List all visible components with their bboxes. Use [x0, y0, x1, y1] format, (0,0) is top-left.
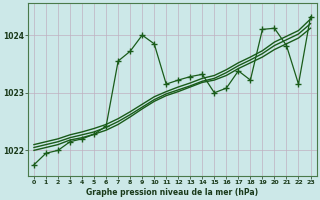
X-axis label: Graphe pression niveau de la mer (hPa): Graphe pression niveau de la mer (hPa)	[86, 188, 258, 197]
